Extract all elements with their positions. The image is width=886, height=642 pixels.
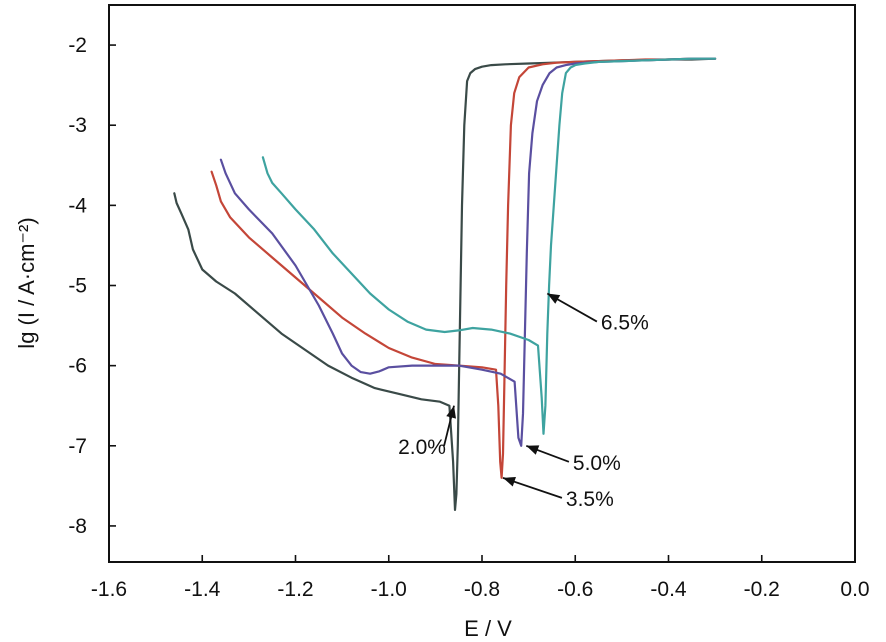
y-tick-label: -6 xyxy=(68,355,87,378)
x-tick-label: -1.6 xyxy=(91,578,127,601)
y-tick-label: -2 xyxy=(68,34,87,57)
x-axis: -1.6 -1.4 -1.2 -1.0 -0.8 -0.6 -0.4 -0.2 0.0 xyxy=(91,555,870,601)
annotation-label: 6.5% xyxy=(601,312,649,335)
y-tick-label: -3 xyxy=(68,114,87,137)
x-tick-label: 0.0 xyxy=(840,578,869,601)
x-tick-label: -0.2 xyxy=(744,578,780,601)
series-line-5-0-pct xyxy=(219,57,717,447)
annotation-label: 5.0% xyxy=(573,452,621,475)
y-tick-label: -4 xyxy=(68,194,87,217)
x-tick-label: -0.8 xyxy=(464,578,500,601)
annotation-arrowhead xyxy=(526,445,540,455)
series-line-3-5-pct xyxy=(210,57,717,479)
series-line-6-5-pct xyxy=(261,57,717,435)
annotation-layer: 2.0% 3.5% 5.0% 6.5% xyxy=(398,292,649,511)
x-tick-label: -0.6 xyxy=(557,578,593,601)
x-tick-label: -1.0 xyxy=(371,578,407,601)
annotation-arrowhead xyxy=(446,405,456,419)
x-tick-label: -1.4 xyxy=(184,578,221,601)
y-axis: -2 -3 -4 -5 -6 -7 -8 xyxy=(68,34,116,538)
x-tick-label: -1.2 xyxy=(277,578,313,601)
y-axis-title: lg (I / A·cm⁻²) xyxy=(14,217,39,348)
series-layer xyxy=(173,57,717,511)
y-tick-label: -7 xyxy=(68,435,87,458)
x-tick-label: -0.4 xyxy=(650,578,687,601)
annotation-arrowhead xyxy=(502,476,516,487)
annotation-arrowhead xyxy=(547,293,561,304)
annotation-label: 2.0% xyxy=(398,436,446,459)
y-tick-label: -5 xyxy=(68,275,87,298)
x-axis-title: E / V xyxy=(464,616,512,641)
y-tick-label: -8 xyxy=(68,515,87,538)
annotation-label: 3.5% xyxy=(566,488,614,511)
